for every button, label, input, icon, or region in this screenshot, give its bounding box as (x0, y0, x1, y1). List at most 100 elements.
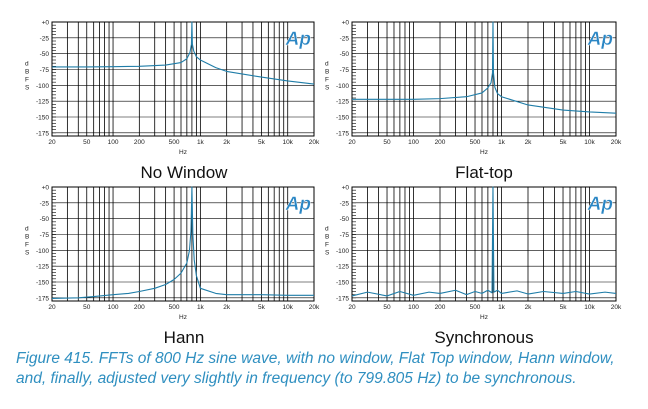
x-tick-label: 20k (309, 304, 320, 311)
x-tick-label: 50 (383, 139, 391, 146)
x-tick-label: 20 (48, 139, 56, 146)
x-tick-label: 10k (282, 304, 293, 311)
y-tick-label: +0 (42, 20, 50, 27)
y-tick-label: -175 (336, 295, 349, 302)
x-tick-label: 50 (83, 139, 91, 146)
grid-lines (51, 21, 315, 136)
svg-text:Ap: Ap (587, 29, 613, 50)
plot-area (52, 187, 314, 301)
svg-text:Ap: Ap (285, 194, 311, 215)
x-tick-label: 20 (348, 139, 356, 146)
y-tick-label: -75 (40, 232, 50, 239)
x-tick-label: 2k (223, 139, 231, 146)
svg-text:Ap: Ap (285, 29, 311, 50)
y-tick-label: -125 (36, 264, 49, 271)
y-tick-label: +0 (342, 20, 350, 27)
ap-logo: Ap (284, 194, 311, 215)
y-tick-label: +0 (42, 185, 50, 192)
caption-line-1: Figure 415. FFTs of 800 Hz sine wave, wi… (16, 350, 615, 367)
x-tick-label: 50 (83, 304, 91, 311)
plot-frame (351, 21, 617, 137)
y-tick-label: -150 (36, 280, 49, 287)
x-tick-label: 500 (470, 139, 481, 146)
x-axis-label: Hz (179, 314, 187, 321)
y-tick-label: -25 (40, 200, 50, 207)
x-tick-label: 10k (584, 304, 595, 311)
plot-area (352, 22, 616, 136)
grid-lines (351, 21, 617, 136)
fft-comparison-figure: +0 -25 -50 -75 -100 -125 -150 -175 20 50 100 200 500… (25, 20, 622, 348)
y-tick-label: -100 (36, 248, 49, 255)
figure-caption: Figure 415. FFTs of 800 Hz sine wave, wi… (16, 349, 640, 389)
x-tick-label: 100 (408, 139, 419, 146)
y-tick-label: -75 (40, 67, 50, 74)
series-line-fft (351, 186, 617, 297)
ap-logo: Ap (586, 194, 613, 215)
y-tick-label: -125 (336, 99, 349, 106)
caption-line-2: and, finally, adjusted very slightly in … (16, 370, 577, 387)
x-tick-label: 500 (169, 139, 180, 146)
plot-area (352, 187, 616, 301)
x-tick-label: 100 (408, 304, 419, 311)
x-tick-label: 1k (197, 139, 205, 146)
x-axis-label: Hz (480, 314, 488, 321)
y-tick-label: -100 (36, 83, 49, 90)
x-tick-label: 100 (108, 139, 119, 146)
chart-panel-3: +0 -25 -50 -75 -100 -125 -150 -175 20 50 100 200 500… (25, 185, 320, 348)
x-tick-label: 100 (108, 304, 119, 311)
chart-panel-1: +0 -25 -50 -75 -100 -125 -150 -175 20 50 100 200 500… (25, 20, 320, 183)
series-line-fft (51, 186, 314, 300)
y-tick-label: -50 (40, 216, 50, 223)
ap-logo: Ap (586, 29, 613, 50)
x-tick-label: 20k (611, 139, 622, 146)
plot-frame (51, 186, 315, 302)
x-tick-label: 500 (470, 304, 481, 311)
y-tick-label: -125 (336, 264, 349, 271)
chart-panel-2: +0 -25 -50 -75 -100 -125 -150 -175 20 50 100 200 500… (325, 20, 622, 183)
chart-panel-4: +0 -25 -50 -75 -100 -125 -150 -175 20 50 100 200 500… (325, 185, 622, 348)
chart-title: Hann (164, 328, 205, 347)
x-tick-label: 1k (498, 139, 506, 146)
x-tick-label: 5k (560, 304, 568, 311)
x-tick-label: 200 (435, 304, 446, 311)
y-tick-label: -75 (340, 67, 350, 74)
y-tick-label: -125 (36, 99, 49, 106)
x-tick-label: 1k (498, 304, 506, 311)
x-tick-label: 5k (560, 139, 568, 146)
y-tick-label: -100 (336, 248, 349, 255)
y-tick-label: -25 (340, 200, 350, 207)
x-axis-label: Hz (179, 149, 187, 156)
x-tick-label: 2k (525, 139, 533, 146)
x-tick-label: 5k (258, 139, 266, 146)
svg-text:Ap: Ap (587, 194, 613, 215)
y-tick-label: -175 (36, 130, 49, 137)
y-tick-label: -50 (40, 51, 50, 58)
y-tick-label: -100 (336, 83, 349, 90)
ap-logo: Ap (284, 29, 311, 50)
x-tick-label: 5k (258, 304, 266, 311)
chart-title: Synchronous (434, 328, 533, 347)
x-tick-label: 200 (134, 139, 145, 146)
y-tick-label: -75 (340, 232, 350, 239)
x-tick-label: 200 (134, 304, 145, 311)
y-tick-label: -175 (36, 295, 49, 302)
x-tick-label: 10k (282, 139, 293, 146)
x-tick-label: 10k (584, 139, 595, 146)
y-tick-label: -150 (336, 115, 349, 122)
y-tick-label: -50 (340, 216, 350, 223)
series-line-fft (352, 21, 617, 114)
x-tick-label: 20 (48, 304, 56, 311)
x-tick-label: 500 (169, 304, 180, 311)
x-axis-label: Hz (480, 149, 488, 156)
y-tick-label: -50 (340, 51, 350, 58)
y-tick-label: -25 (340, 35, 350, 42)
x-tick-label: 20 (348, 304, 356, 311)
x-tick-label: 50 (383, 304, 391, 311)
x-tick-label: 2k (525, 304, 533, 311)
y-tick-label: -25 (40, 35, 50, 42)
x-tick-label: 1k (197, 304, 205, 311)
